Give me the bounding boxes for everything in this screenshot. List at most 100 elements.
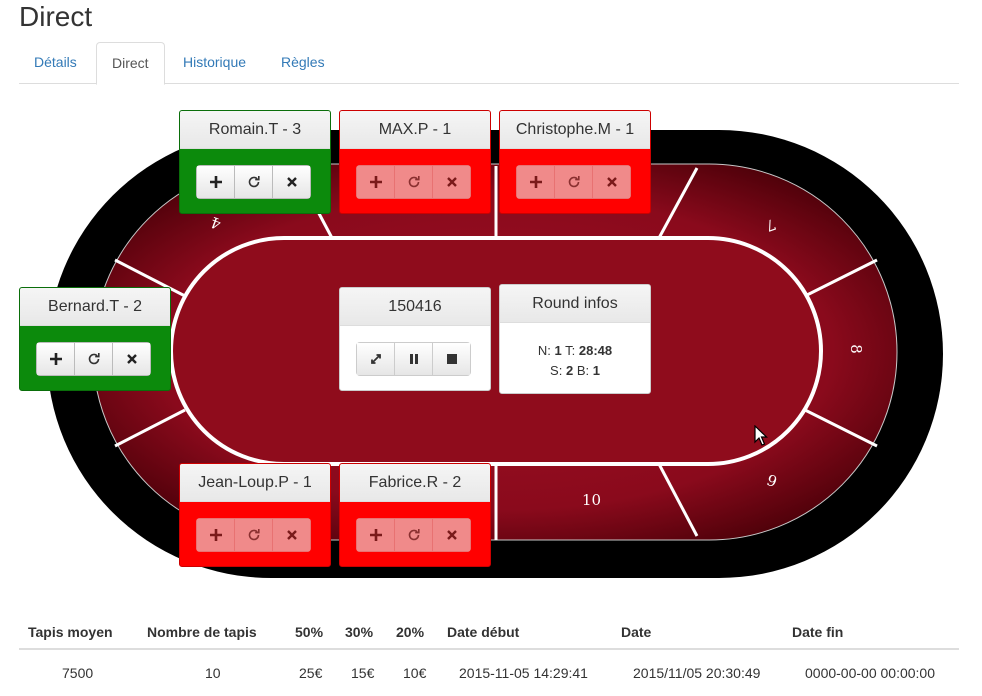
refresh-icon <box>408 529 420 541</box>
tab-regles[interactable]: Règles <box>281 54 325 70</box>
player-actions <box>36 342 151 376</box>
pause-button[interactable] <box>394 342 433 376</box>
tab-direct[interactable]: Direct <box>96 42 165 85</box>
round-info-title: Round infos <box>500 285 650 323</box>
tab-historique[interactable]: Historique <box>183 54 247 70</box>
remove-button[interactable] <box>272 518 311 552</box>
refresh-icon <box>408 176 420 188</box>
value-nombre-tapis: 10 <box>205 665 221 681</box>
header-50: 50% <box>295 624 324 640</box>
plus-icon <box>209 176 222 188</box>
tab-details[interactable]: Détails <box>34 54 77 70</box>
remove-button[interactable] <box>112 342 151 376</box>
value-date-fin: 0000-00-00 00:00:00 <box>805 665 935 681</box>
round-s-value: 2 <box>565 363 574 378</box>
player-name: Jean-Loup.P - 1 <box>180 464 330 502</box>
refresh-button[interactable] <box>234 165 273 199</box>
plus-icon <box>369 176 382 188</box>
refresh-button[interactable] <box>394 518 433 552</box>
header-date-debut: Date début <box>447 624 520 640</box>
stop-button[interactable] <box>432 342 471 376</box>
player-name: Bernard.T - 2 <box>20 288 170 326</box>
value-date-debut: 2015-11-05 14:29:41 <box>459 665 588 681</box>
round-n-value: 1 <box>554 343 562 358</box>
expand-icon <box>370 354 381 364</box>
close-icon <box>286 530 297 540</box>
round-n-label: N: <box>537 343 551 358</box>
round-line-2: S: 2 B: 1 <box>500 361 650 381</box>
player-name: Christophe.M - 1 <box>500 111 650 149</box>
round-b-label: B: <box>576 363 590 378</box>
round-t-value: 28:48 <box>578 343 613 358</box>
add-button[interactable] <box>516 165 555 199</box>
value-tapis-moyen: 7500 <box>62 665 94 681</box>
seat-number-10: 10 <box>582 491 602 509</box>
remove-button[interactable] <box>592 165 631 199</box>
header-20: 20% <box>396 624 425 640</box>
player-actions <box>196 518 311 552</box>
player-seat-christophe: Christophe.M - 1 <box>499 110 651 214</box>
value-20: 10€ <box>403 665 427 681</box>
seat-number-8: 8 <box>846 344 865 354</box>
value-30: 15€ <box>351 665 375 681</box>
plus-icon <box>529 176 542 188</box>
tab-bar: Détails Direct Historique Règles <box>19 42 959 85</box>
add-button[interactable] <box>196 518 235 552</box>
add-button[interactable] <box>356 165 395 199</box>
header-nombre-tapis: Nombre de tapis <box>147 624 257 640</box>
player-actions <box>356 518 471 552</box>
close-icon <box>606 177 617 187</box>
refresh-icon <box>88 353 100 365</box>
remove-button[interactable] <box>432 165 471 199</box>
player-name: Romain.T - 3 <box>180 111 330 149</box>
player-name: MAX.P - 1 <box>340 111 490 149</box>
close-icon <box>446 530 457 540</box>
stats-data-row: 7500 10 25€ 15€ 10€ 2015-11-05 14:29:41 … <box>19 655 959 691</box>
timer-panel: 150416 <box>339 287 491 391</box>
player-actions <box>516 165 631 199</box>
table-inner-rail <box>169 236 823 466</box>
player-seat-romain: Romain.T - 3 <box>179 110 331 214</box>
refresh-icon <box>248 529 260 541</box>
stop-icon <box>446 354 457 364</box>
refresh-button[interactable] <box>234 518 273 552</box>
round-t-label: T: <box>565 343 576 358</box>
player-actions <box>356 165 471 199</box>
remove-button[interactable] <box>432 518 471 552</box>
fullscreen-button[interactable] <box>356 342 395 376</box>
value-date: 2015/11/05 20:30:49 <box>633 665 761 681</box>
refresh-icon <box>568 176 580 188</box>
header-date: Date <box>621 624 652 640</box>
player-seat-max: MAX.P - 1 <box>339 110 491 214</box>
refresh-button[interactable] <box>74 342 113 376</box>
player-actions <box>196 165 311 199</box>
close-icon <box>446 177 457 187</box>
pause-icon <box>409 354 418 364</box>
refresh-icon <box>248 176 260 188</box>
close-icon <box>286 177 297 187</box>
plus-icon <box>369 529 382 541</box>
player-seat-bernard: Bernard.T - 2 <box>19 287 171 391</box>
add-button[interactable] <box>196 165 235 199</box>
add-button[interactable] <box>36 342 75 376</box>
refresh-button[interactable] <box>394 165 433 199</box>
player-seat-jean-loup: Jean-Loup.P - 1 <box>179 463 331 567</box>
round-s-label: S: <box>550 363 563 378</box>
refresh-button[interactable] <box>554 165 593 199</box>
plus-icon <box>209 529 222 541</box>
round-info-panel: Round infos N: 1 T: 28:48 S: 2 B: 1 <box>499 284 651 394</box>
player-name: Fabrice.R - 2 <box>340 464 490 502</box>
plus-icon <box>49 353 62 365</box>
round-b-value: 1 <box>592 363 600 378</box>
add-button[interactable] <box>356 518 395 552</box>
stats-header-row: Tapis moyen Nombre de tapis 50% 30% 20% … <box>19 614 959 650</box>
remove-button[interactable] <box>272 165 311 199</box>
timer-value: 150416 <box>340 288 490 326</box>
player-seat-fabrice: Fabrice.R - 2 <box>339 463 491 567</box>
header-date-fin: Date fin <box>792 624 844 640</box>
close-icon <box>126 354 137 364</box>
round-line-1: N: 1 T: 28:48 <box>500 341 650 361</box>
mouse-cursor-icon <box>754 425 768 446</box>
timer-controls <box>356 342 471 376</box>
header-30: 30% <box>345 624 374 640</box>
